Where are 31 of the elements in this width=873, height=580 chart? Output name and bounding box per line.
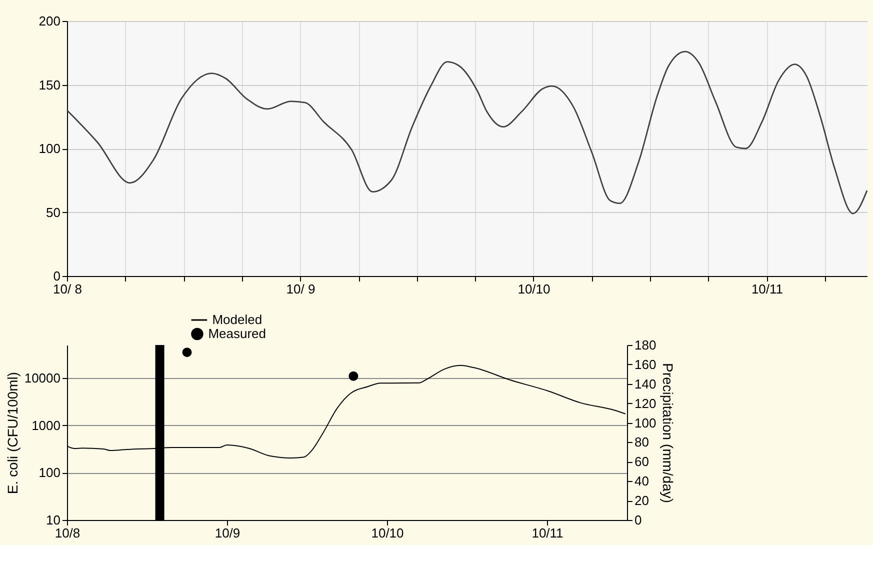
y2-tick-label: 0 <box>634 512 642 528</box>
y2-tick-label: 60 <box>634 454 649 470</box>
y2-tick-label: 40 <box>634 474 649 489</box>
x-tick-label: 10/11 <box>532 526 564 540</box>
y-tick-label: 150 <box>38 77 60 92</box>
y-tick-label: 100 <box>38 465 60 480</box>
y2-tick-label: 140 <box>634 376 656 392</box>
y2-tick-label: 160 <box>634 356 656 372</box>
y2-tick-label: 120 <box>634 396 656 411</box>
y-tick-label: 200 <box>38 14 60 28</box>
x-tick-label: 10/10 <box>518 282 550 296</box>
y2-tick-label: 20 <box>634 493 649 508</box>
y2-tick-label: 100 <box>634 415 656 430</box>
x-tick-label: 10/9 <box>214 526 240 540</box>
legend-label: Modeled <box>212 312 262 327</box>
x-tick-label: 10/8 <box>54 526 80 540</box>
y-tick-label: 50 <box>46 204 60 220</box>
y-axis-title: E. coli (CFU/100ml) <box>4 372 20 494</box>
legend-label: Measured <box>208 326 266 341</box>
y2-axis-title: Precipitation (mm/day) <box>660 362 676 504</box>
x-tick-label: 10/11 <box>751 282 784 296</box>
x-tick-label: 10/ 8 <box>53 282 82 296</box>
y2-tick-label: 80 <box>634 434 649 450</box>
x-tick-label: 10/10 <box>371 526 404 540</box>
x-tick-label: 10/ 9 <box>286 282 316 296</box>
y-tick-label: 10 <box>46 512 60 528</box>
y-tick-label: 0 <box>53 268 60 284</box>
y2-tick-label: 180 <box>634 338 656 352</box>
y-tick-label: 100 <box>38 141 60 156</box>
y-tick-label: 10000 <box>24 370 60 386</box>
y-tick-label: 1000 <box>32 418 60 433</box>
